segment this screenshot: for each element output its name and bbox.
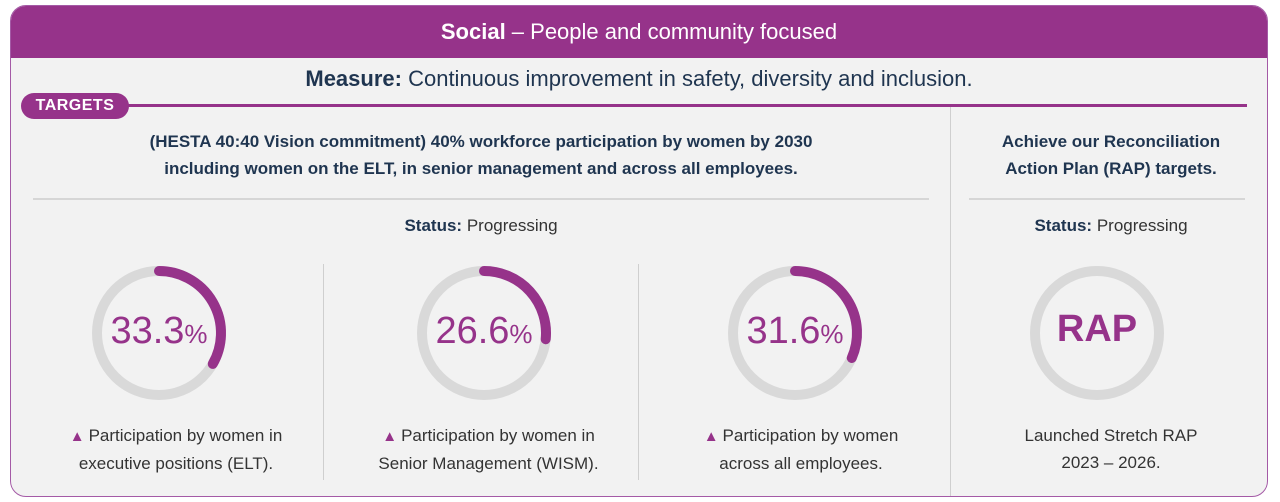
right-target-text: Achieve our Reconciliation Action Plan (… (966, 128, 1256, 182)
measure-text: Measure: Continuous improvement in safet… (11, 66, 1267, 92)
gauge-divider (323, 264, 324, 480)
card-header: Social – People and community focused (11, 6, 1267, 58)
right-status-value: Progressing (1092, 216, 1188, 235)
rap-ring (1030, 266, 1164, 400)
social-card: Social – People and community focused Me… (10, 5, 1268, 497)
measure-value: Continuous improvement in safety, divers… (401, 66, 973, 91)
trend-up-icon: ▲ (69, 428, 85, 445)
gauge-value-unit: % (184, 319, 208, 349)
right-divider (969, 198, 1245, 200)
gauge-value-unit: % (820, 319, 844, 349)
rap-label: RAP (1056, 308, 1138, 350)
left-divider (33, 198, 929, 200)
trend-up-icon: ▲ (382, 428, 398, 445)
gauge-ring (728, 266, 862, 400)
section-divider (950, 107, 951, 496)
gauge-caption-line2: executive positions (ELT). (78, 454, 274, 473)
gauge-caption-line2: across all employees. (719, 454, 883, 473)
left-target-line1: (HESTA 40:40 Vision commitment) 40% work… (149, 132, 813, 151)
gauge-caption: ▲ Participation by women in Senior Managem… (341, 422, 636, 477)
gauge-arc (154, 266, 226, 369)
gauge-caption: ▲ Participation by women across all employ… (656, 422, 946, 477)
left-status: Status: Progressing (31, 216, 931, 236)
gauge-ring (92, 266, 226, 400)
right-target-line2: Action Plan (RAP) targets. (1005, 159, 1217, 178)
gauge-value-number: 31.6 (746, 310, 821, 352)
measure-label: Measure: (305, 66, 402, 91)
gauge-value: 31.6% (720, 310, 870, 353)
gauge-value: 26.6% (409, 310, 559, 353)
gauge-value: 33.3% (84, 310, 234, 353)
targets-badge: TARGETS (21, 93, 129, 119)
gauge-value-number: 33.3 (110, 310, 185, 352)
header-title-rest: – People and community focused (505, 19, 838, 44)
right-status: Status: Progressing (966, 216, 1256, 236)
gauge-arc (790, 266, 862, 363)
gauge-value-unit: % (509, 319, 533, 349)
targets-divider (111, 104, 1247, 107)
gauge-ring (417, 266, 551, 400)
gauge-caption-line1: Participation by women (722, 426, 899, 445)
right-status-label: Status: (1034, 216, 1093, 235)
left-target-line2: including women on the ELT, in senior ma… (164, 159, 798, 178)
gauge-caption-line2: Senior Management (WISM). (378, 454, 599, 473)
gauge-caption-line1: Participation by women in (401, 426, 595, 445)
left-status-value: Progressing (462, 216, 558, 235)
left-status-label: Status: (404, 216, 463, 235)
gauge-caption: ▲ Participation by women in executive posi… (31, 422, 321, 477)
gauge-value-number: 26.6 (435, 310, 510, 352)
header-title-bold: Social (440, 19, 506, 44)
rap-caption-line2: 2023 – 2026. (1061, 453, 1161, 472)
rap-ring-track (1030, 266, 1164, 400)
left-target-text: (HESTA 40:40 Vision commitment) 40% work… (31, 128, 931, 182)
rap-caption-line1: Launched Stretch RAP (1024, 426, 1198, 445)
gauge-caption-line1: Participation by women in (88, 426, 283, 445)
trend-up-icon: ▲ (703, 428, 719, 445)
rap-caption: Launched Stretch RAP 2023 – 2026. (966, 422, 1256, 476)
right-target-line1: Achieve our Reconciliation (1001, 132, 1221, 151)
gauge-divider (638, 264, 639, 480)
gauge-arc (479, 266, 551, 345)
